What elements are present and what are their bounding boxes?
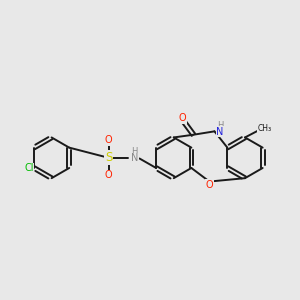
Text: CH₃: CH₃	[258, 124, 272, 134]
Text: N: N	[216, 127, 224, 137]
Text: S: S	[105, 151, 112, 164]
Text: O: O	[105, 170, 112, 180]
Text: Cl: Cl	[24, 163, 34, 173]
Text: O: O	[179, 113, 186, 123]
Text: N: N	[131, 154, 138, 164]
Text: H: H	[217, 121, 223, 130]
Text: H: H	[131, 147, 138, 156]
Text: O: O	[206, 180, 213, 190]
Text: O: O	[105, 135, 112, 145]
